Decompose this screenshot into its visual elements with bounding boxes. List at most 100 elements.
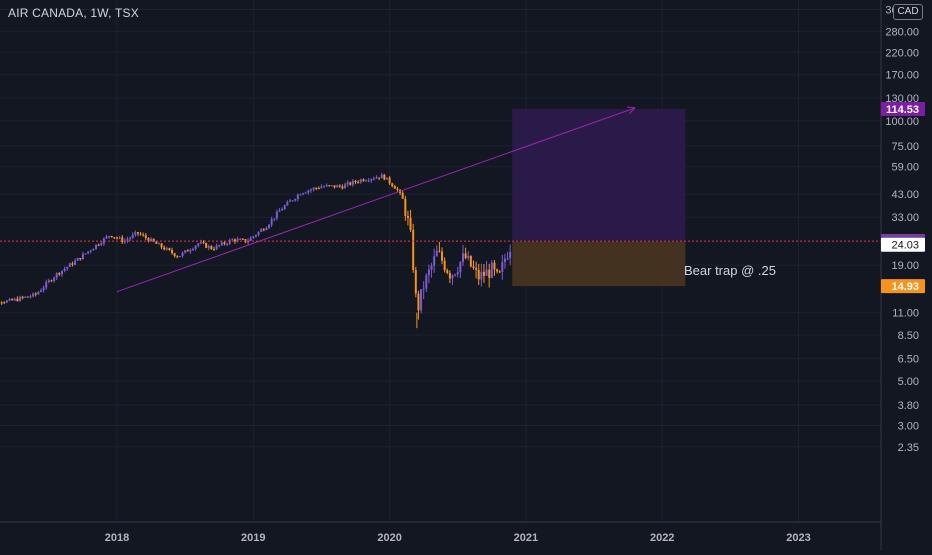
candle-body xyxy=(417,294,419,311)
candle-body xyxy=(341,186,343,188)
candle-body xyxy=(488,270,490,278)
candle-body xyxy=(449,273,451,279)
candle-body xyxy=(444,261,446,271)
currency-button[interactable]: CAD xyxy=(893,4,923,20)
candle-body xyxy=(229,240,231,244)
candle-body xyxy=(85,253,87,254)
candle-body xyxy=(362,179,364,180)
candle-body xyxy=(470,256,472,266)
candle-body xyxy=(234,239,236,241)
candle-body xyxy=(302,193,304,194)
candle-body xyxy=(475,268,477,270)
candle-body xyxy=(271,219,273,225)
y-tick-label: 5.00 xyxy=(898,376,919,388)
candle-body xyxy=(299,194,301,195)
candle-body xyxy=(43,288,45,291)
candle-body xyxy=(155,242,157,244)
candle-body xyxy=(6,301,8,303)
candle-body xyxy=(410,218,412,230)
candle-body xyxy=(504,259,506,262)
candle-body xyxy=(129,238,131,239)
candle-body xyxy=(381,175,383,179)
candle-body xyxy=(61,271,63,275)
candle-body xyxy=(459,262,461,272)
candle-body xyxy=(163,247,165,249)
candle-body xyxy=(90,250,92,251)
candle-body xyxy=(161,243,163,247)
candle-body xyxy=(126,239,128,240)
candle-body xyxy=(402,193,404,199)
candle-body xyxy=(420,289,422,310)
candle-body xyxy=(334,185,336,187)
candle-body xyxy=(483,272,485,276)
candle-body xyxy=(347,182,349,184)
x-tick-label: 2022 xyxy=(650,532,674,544)
candle-body xyxy=(27,297,29,298)
candle-body xyxy=(336,185,338,187)
candle-body xyxy=(171,250,173,253)
candle-body xyxy=(142,235,144,236)
zone-layer xyxy=(512,109,685,286)
candle-body xyxy=(383,175,385,180)
candle-body xyxy=(438,251,440,252)
x-tick-label: 2018 xyxy=(105,532,129,544)
candle-body xyxy=(255,235,257,236)
candle-body xyxy=(166,248,168,249)
candle-body xyxy=(22,297,24,298)
candle-body xyxy=(11,299,13,300)
candle-body xyxy=(252,236,254,237)
candle-body xyxy=(339,185,341,186)
candle-body xyxy=(467,256,469,258)
candle-body xyxy=(53,278,55,281)
candle-body xyxy=(223,242,225,244)
candle-body xyxy=(250,238,252,241)
candle-body xyxy=(221,242,223,245)
bear-trap-annotation: Bear trap @ .25 xyxy=(684,263,776,278)
candle-body xyxy=(98,245,100,246)
candle-body xyxy=(431,266,433,270)
candle-body xyxy=(370,179,372,181)
candle-body xyxy=(187,250,189,251)
candle-body xyxy=(134,232,136,234)
candle-body xyxy=(132,235,134,238)
candle-body xyxy=(389,178,391,184)
candle-body xyxy=(281,209,283,210)
candle-body xyxy=(87,251,89,253)
candle-body xyxy=(294,199,296,200)
candle-body xyxy=(360,179,362,182)
candle-body xyxy=(119,237,121,238)
y-tick-label: 43.00 xyxy=(891,189,919,201)
candle-body xyxy=(3,302,5,303)
candle-body xyxy=(58,273,60,274)
x-tick-label: 2021 xyxy=(514,532,538,544)
candle-body xyxy=(45,282,47,288)
candle-body xyxy=(386,178,388,180)
candle-body xyxy=(433,256,435,265)
candle-body xyxy=(326,185,328,186)
candle-body xyxy=(286,202,288,206)
candle-body xyxy=(472,266,474,268)
candle-body xyxy=(292,200,294,201)
candle-body xyxy=(357,182,359,183)
candle-body xyxy=(108,236,110,237)
x-tick-label: 2020 xyxy=(377,532,401,544)
candle-body xyxy=(30,296,32,297)
candle-body xyxy=(313,188,315,190)
candle-body xyxy=(100,243,102,245)
candle-body xyxy=(50,280,52,281)
candle-body xyxy=(428,270,430,276)
candle-body xyxy=(182,253,184,256)
candle-body xyxy=(95,245,97,249)
candle-body xyxy=(106,236,108,238)
candle-body xyxy=(150,239,152,242)
stop-zone xyxy=(512,242,685,286)
y-tick-label: 8.50 xyxy=(898,330,919,342)
candle-body xyxy=(79,258,81,259)
candle-body xyxy=(396,189,398,190)
x-tick-label: 2019 xyxy=(241,532,265,544)
candle-body xyxy=(263,229,265,230)
target-zone xyxy=(512,109,685,241)
candle-body xyxy=(216,245,218,249)
